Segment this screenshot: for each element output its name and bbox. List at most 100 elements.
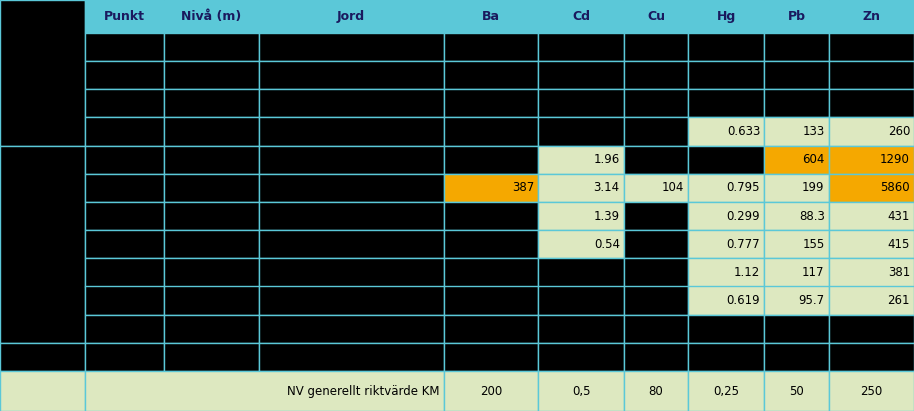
Bar xyxy=(164,0,259,33)
Bar xyxy=(764,61,829,89)
Bar xyxy=(538,343,623,371)
Bar xyxy=(85,371,443,411)
Bar xyxy=(85,174,164,202)
Bar xyxy=(443,61,538,89)
Text: 1.39: 1.39 xyxy=(593,210,620,223)
Bar xyxy=(688,202,764,230)
Bar xyxy=(85,0,164,33)
Text: 261: 261 xyxy=(887,294,910,307)
Bar xyxy=(259,174,443,202)
Bar xyxy=(443,259,538,286)
Text: Punkt: Punkt xyxy=(104,10,144,23)
Text: NV generellt riktvärde KM: NV generellt riktvärde KM xyxy=(287,385,440,397)
Text: 1.12: 1.12 xyxy=(734,266,760,279)
Bar xyxy=(85,202,164,230)
Bar xyxy=(688,259,764,286)
Bar xyxy=(623,61,688,89)
Bar xyxy=(443,202,538,230)
Bar xyxy=(623,202,688,230)
Bar xyxy=(259,315,443,343)
Bar xyxy=(829,230,914,259)
Bar xyxy=(443,33,538,61)
Bar xyxy=(85,33,164,61)
Bar xyxy=(688,174,764,202)
Bar xyxy=(829,89,914,118)
Bar xyxy=(829,315,914,343)
Text: 431: 431 xyxy=(887,210,910,223)
Bar xyxy=(688,89,764,118)
Bar xyxy=(764,343,829,371)
Bar xyxy=(829,259,914,286)
Bar xyxy=(623,315,688,343)
Bar xyxy=(829,145,914,174)
Bar xyxy=(443,371,538,411)
Bar xyxy=(0,0,85,145)
Bar xyxy=(764,371,829,411)
Bar xyxy=(0,145,85,343)
Bar xyxy=(623,343,688,371)
Text: 200: 200 xyxy=(480,385,502,397)
Text: 0.299: 0.299 xyxy=(727,210,760,223)
Text: 104: 104 xyxy=(662,181,685,194)
Bar xyxy=(85,315,164,343)
Bar xyxy=(688,343,764,371)
Bar xyxy=(688,315,764,343)
Bar xyxy=(259,61,443,89)
Bar xyxy=(623,33,688,61)
Bar xyxy=(623,259,688,286)
Bar xyxy=(623,145,688,174)
Text: 0.619: 0.619 xyxy=(727,294,760,307)
Bar xyxy=(829,0,914,33)
Bar xyxy=(443,89,538,118)
Bar xyxy=(164,286,259,315)
Bar xyxy=(164,33,259,61)
Bar xyxy=(688,145,764,174)
Bar xyxy=(259,230,443,259)
Bar xyxy=(259,0,443,33)
Bar xyxy=(259,89,443,118)
Bar xyxy=(538,174,623,202)
Text: 117: 117 xyxy=(802,266,824,279)
Bar xyxy=(829,33,914,61)
Bar xyxy=(443,343,538,371)
Text: 50: 50 xyxy=(789,385,803,397)
Bar xyxy=(164,145,259,174)
Bar xyxy=(85,118,164,145)
Text: Cd: Cd xyxy=(572,10,590,23)
Text: Hg: Hg xyxy=(717,10,736,23)
Bar xyxy=(164,343,259,371)
Bar xyxy=(538,259,623,286)
Bar xyxy=(164,174,259,202)
Bar xyxy=(764,230,829,259)
Bar xyxy=(538,0,623,33)
Bar xyxy=(443,315,538,343)
Text: Zn: Zn xyxy=(862,10,880,23)
Bar xyxy=(443,286,538,315)
Bar xyxy=(764,259,829,286)
Bar xyxy=(623,230,688,259)
Bar xyxy=(829,61,914,89)
Bar xyxy=(764,315,829,343)
Bar xyxy=(623,118,688,145)
Bar xyxy=(259,259,443,286)
Bar xyxy=(688,286,764,315)
Bar xyxy=(85,89,164,118)
Bar xyxy=(829,174,914,202)
Bar xyxy=(443,145,538,174)
Bar xyxy=(85,259,164,286)
Bar xyxy=(764,118,829,145)
Text: 0.54: 0.54 xyxy=(594,238,620,251)
Text: 387: 387 xyxy=(512,181,535,194)
Bar xyxy=(164,315,259,343)
Bar xyxy=(829,343,914,371)
Bar xyxy=(764,286,829,315)
Bar xyxy=(259,118,443,145)
Text: 0,5: 0,5 xyxy=(572,385,590,397)
Text: Pb: Pb xyxy=(787,10,805,23)
Text: 5860: 5860 xyxy=(880,181,910,194)
Bar xyxy=(443,118,538,145)
Text: 133: 133 xyxy=(802,125,824,138)
Bar xyxy=(764,33,829,61)
Text: 604: 604 xyxy=(802,153,824,166)
Text: Nivå (m): Nivå (m) xyxy=(181,10,241,23)
